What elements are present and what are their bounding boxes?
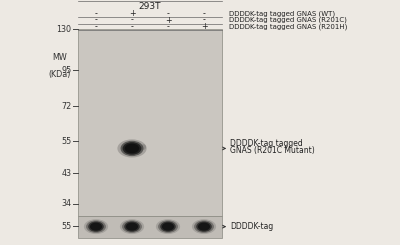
Text: -: - [166,9,170,18]
Bar [78,29,222,216]
Text: +: + [165,16,171,24]
Ellipse shape [162,223,174,231]
Ellipse shape [196,221,212,232]
Text: 55: 55 [61,222,72,231]
Bar [78,216,222,238]
Text: -: - [94,9,98,18]
Ellipse shape [120,141,144,156]
Ellipse shape [124,221,140,232]
Text: (KDa): (KDa) [49,70,71,79]
Text: +: + [201,22,207,31]
Ellipse shape [141,144,146,150]
Text: 72: 72 [61,102,72,111]
Text: +: + [129,9,135,18]
Ellipse shape [122,220,142,233]
Ellipse shape [156,219,180,234]
Text: 293T: 293T [139,2,161,11]
Text: -: - [202,9,206,18]
Ellipse shape [84,219,108,234]
Text: -: - [94,16,98,24]
Ellipse shape [198,223,210,231]
Text: DDDDK-tag tagged GNAS (R201H): DDDDK-tag tagged GNAS (R201H) [229,24,348,30]
Text: 34: 34 [62,199,72,208]
Text: MW: MW [53,53,67,62]
Text: 43: 43 [62,169,72,178]
Ellipse shape [120,219,144,234]
Ellipse shape [192,219,216,234]
Text: DDDDK-tag tagged: DDDDK-tag tagged [230,139,303,147]
Text: -: - [130,22,134,31]
Ellipse shape [194,220,214,233]
Text: DDDDK-tag tagged GNAS (R201C): DDDDK-tag tagged GNAS (R201C) [229,17,347,23]
Text: -: - [94,22,98,31]
Text: DDDDK-tag tagged GNAS (WT): DDDDK-tag tagged GNAS (WT) [229,10,335,17]
Text: -: - [130,16,134,24]
Ellipse shape [125,144,139,153]
Ellipse shape [90,223,102,231]
Text: -: - [202,16,206,24]
Ellipse shape [86,220,106,233]
Text: 55: 55 [61,137,72,146]
Ellipse shape [160,221,176,232]
Text: 130: 130 [57,25,72,34]
Text: -: - [166,22,170,31]
Text: GNAS (R201C Mutant): GNAS (R201C Mutant) [230,146,315,155]
Ellipse shape [158,220,178,233]
Ellipse shape [126,223,138,231]
Ellipse shape [123,142,141,155]
Ellipse shape [88,221,104,232]
Ellipse shape [117,139,147,158]
Text: DDDDK-tag: DDDDK-tag [230,222,273,231]
Text: 95: 95 [61,66,72,75]
